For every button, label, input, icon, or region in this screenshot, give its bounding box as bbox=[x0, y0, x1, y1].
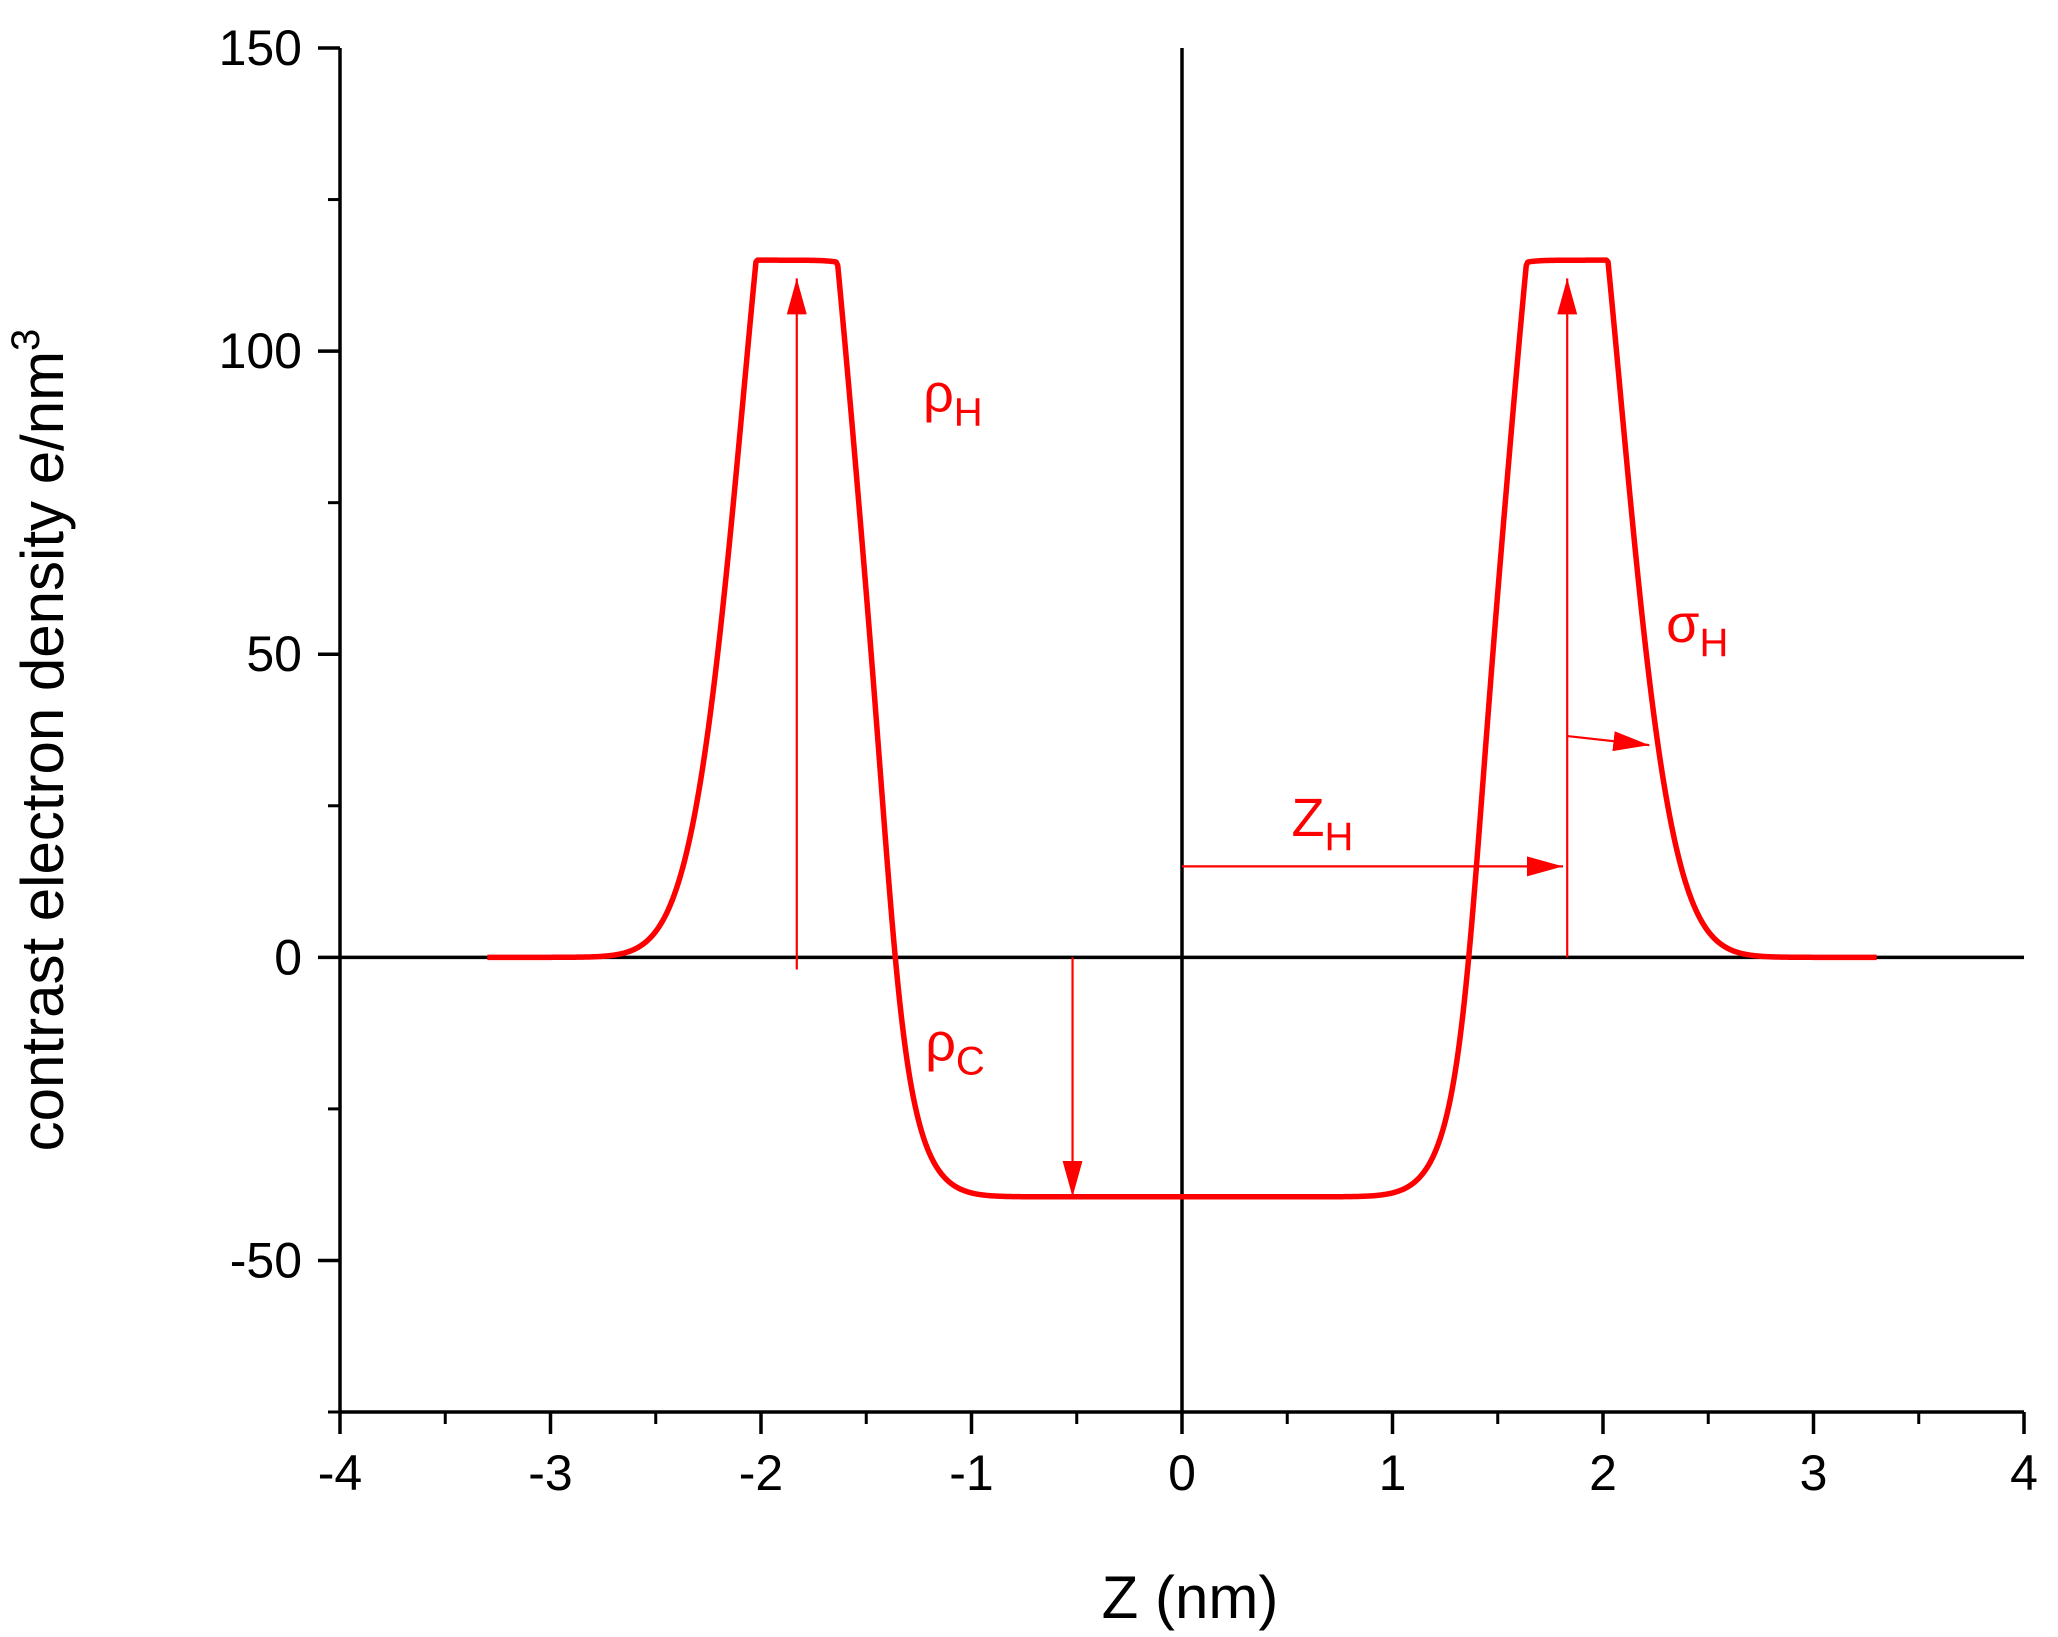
x-tick-label: 4 bbox=[2010, 1445, 2038, 1501]
annotation-subscript: H bbox=[954, 391, 983, 435]
z-h-label: ZH bbox=[1291, 788, 1353, 859]
y-axis-title: contrast electron density e/nm3 bbox=[4, 329, 76, 1152]
ticks bbox=[318, 46, 2026, 1434]
y-tick-label: 0 bbox=[274, 929, 302, 985]
annotation-symbol: ρ bbox=[923, 364, 954, 424]
annotation-symbol: Z bbox=[1291, 788, 1324, 848]
x-axis-title: Z (nm) bbox=[1102, 1564, 1279, 1631]
y-tick-label: 150 bbox=[219, 20, 302, 76]
series-layer bbox=[486, 257, 1878, 1200]
x-tick-label: 3 bbox=[1800, 1445, 1828, 1501]
annotation-subscript: C bbox=[956, 1039, 985, 1083]
y-tick-label: 100 bbox=[219, 323, 302, 379]
x-tick-label: -3 bbox=[528, 1445, 572, 1501]
sigma-h-label: σH bbox=[1666, 594, 1728, 665]
y-tick-label: -50 bbox=[230, 1232, 302, 1288]
x-tick-label: -4 bbox=[318, 1445, 362, 1501]
axes bbox=[338, 48, 2024, 1414]
x-tick-label: 1 bbox=[1379, 1445, 1407, 1501]
tick-labels: -4 -3 -2 -1 0 1 2 3 4 -50 0 50 100 150 bbox=[219, 20, 2038, 1501]
annotation-subscript: H bbox=[1324, 815, 1353, 859]
rho-c-label: ρC bbox=[925, 1012, 985, 1083]
annotation-subscript: H bbox=[1699, 621, 1728, 665]
sigma-h-arrow bbox=[1567, 731, 1650, 752]
annotation-symbol: σ bbox=[1666, 594, 1699, 654]
y-tick-label: 50 bbox=[246, 626, 302, 682]
annotation-symbol: ρ bbox=[925, 1012, 956, 1072]
rho-h-label: ρH bbox=[923, 364, 983, 435]
x-tick-label: -2 bbox=[739, 1445, 783, 1501]
x-tick-label: 2 bbox=[1589, 1445, 1617, 1501]
y-axis-title-superscript: 3 bbox=[4, 329, 48, 351]
x-tick-label: -1 bbox=[949, 1445, 993, 1501]
series-line bbox=[486, 257, 1878, 1200]
y-axis-title-text: contrast electron density e/nm bbox=[9, 351, 76, 1151]
x-tick-label: 0 bbox=[1168, 1445, 1196, 1501]
